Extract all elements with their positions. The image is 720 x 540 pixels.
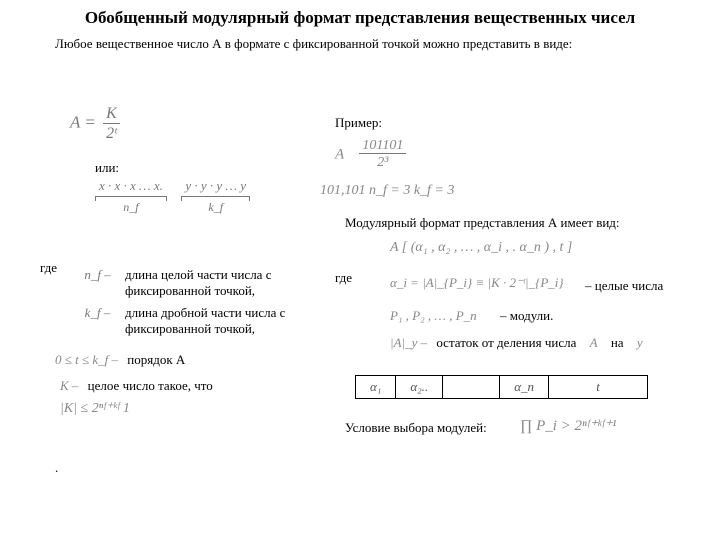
- rem-txt1: остаток от деления числа: [436, 335, 576, 350]
- main-formula: A = K 2ᵗ: [70, 105, 120, 144]
- formula-num: K: [103, 105, 120, 124]
- rem-A: A: [590, 335, 598, 350]
- cond-math: ∏ P_i > 2ⁿᶠ⁺ᵏᶠ⁺¹: [520, 416, 617, 435]
- example-label: Пример:: [335, 115, 382, 131]
- K-txt: целое число такое, что: [88, 378, 213, 393]
- P-txt: – модули.: [500, 308, 553, 324]
- P-list: P₁ , P₂ , … , P_n: [390, 308, 477, 324]
- ex-den: 2³: [359, 154, 406, 172]
- kf-def: k_f – длина дробной части числа с фиксир…: [70, 303, 310, 344]
- rem-txt2: на: [611, 335, 624, 350]
- kf-txt: длина дробной части числа с фиксированно…: [125, 305, 310, 338]
- seq-y: y · y · y … y: [181, 178, 250, 194]
- ex-num: 101101: [359, 138, 406, 154]
- remainder-def: |A|_y – остаток от деления числа A на y: [390, 335, 643, 351]
- tbl-c4: α_n: [500, 376, 549, 399]
- alpha-table: α₁ α₂.. α_n t: [355, 375, 648, 399]
- t-range: 0 ≤ t ≤ k_f – порядок А: [55, 352, 185, 368]
- alpha-math: α_i = |A|_{P_i} ≡ |K · 2⁻ᵗ|_{P_i}: [390, 275, 564, 290]
- seq-x: x · x · x … x.: [95, 178, 167, 194]
- kf-sym: k_f –: [70, 305, 125, 321]
- right-where: где: [335, 270, 352, 286]
- formula-A: A =: [70, 113, 96, 132]
- intro-text: Любое вещественное число А в формате с ф…: [0, 32, 720, 60]
- example-line: 101,101 n_f = 3 k_f = 3: [320, 183, 454, 199]
- K-def: K – целое число такое, что: [60, 378, 213, 394]
- nf-sym: n_f –: [70, 267, 125, 283]
- A-rep: A [ (α₁ , α₂ , … , α_i , . α_n ) , t ]: [390, 240, 572, 256]
- stray-dot: .: [55, 460, 58, 476]
- left-where: где: [40, 260, 57, 276]
- alpha-txt: – целые числа: [585, 278, 663, 294]
- nf-txt: длина целой части числа с фиксированной …: [125, 267, 310, 300]
- page-title: Обобщенный модулярный формат представлен…: [0, 0, 720, 32]
- or-label: или:: [95, 160, 119, 176]
- K-bound: |K| ≤ 2ⁿᶠ⁺ᵏᶠ 1: [60, 400, 130, 417]
- formula-den: 2ᵗ: [103, 124, 120, 145]
- example-formula: A 101101 2³: [335, 138, 406, 173]
- tbl-c5: t: [549, 376, 648, 399]
- t-range-txt: порядок А: [127, 352, 185, 367]
- tbl-c3: [443, 376, 500, 399]
- modular-label: Модулярный формат представления А имеет …: [345, 215, 620, 231]
- xy-sequences: x · x · x … x. n_f y · y · y … y k_f: [95, 178, 250, 229]
- K-sym: K –: [60, 378, 78, 393]
- tbl-c2: α₂..: [396, 376, 443, 399]
- rem-y: y: [637, 335, 643, 350]
- ex-A: A: [335, 146, 344, 162]
- cond-label: Условие выбора модулей:: [345, 420, 487, 436]
- alpha-def: α_i = |A|_{P_i} ≡ |K · 2⁻ᵗ|_{P_i}: [390, 275, 564, 291]
- t-range-math: 0 ≤ t ≤ k_f –: [55, 352, 118, 367]
- nf-def: n_f – длина целой части числа с фиксиров…: [70, 265, 310, 306]
- rem-math: |A|_y –: [390, 335, 427, 350]
- tbl-c1: α₁: [356, 376, 396, 399]
